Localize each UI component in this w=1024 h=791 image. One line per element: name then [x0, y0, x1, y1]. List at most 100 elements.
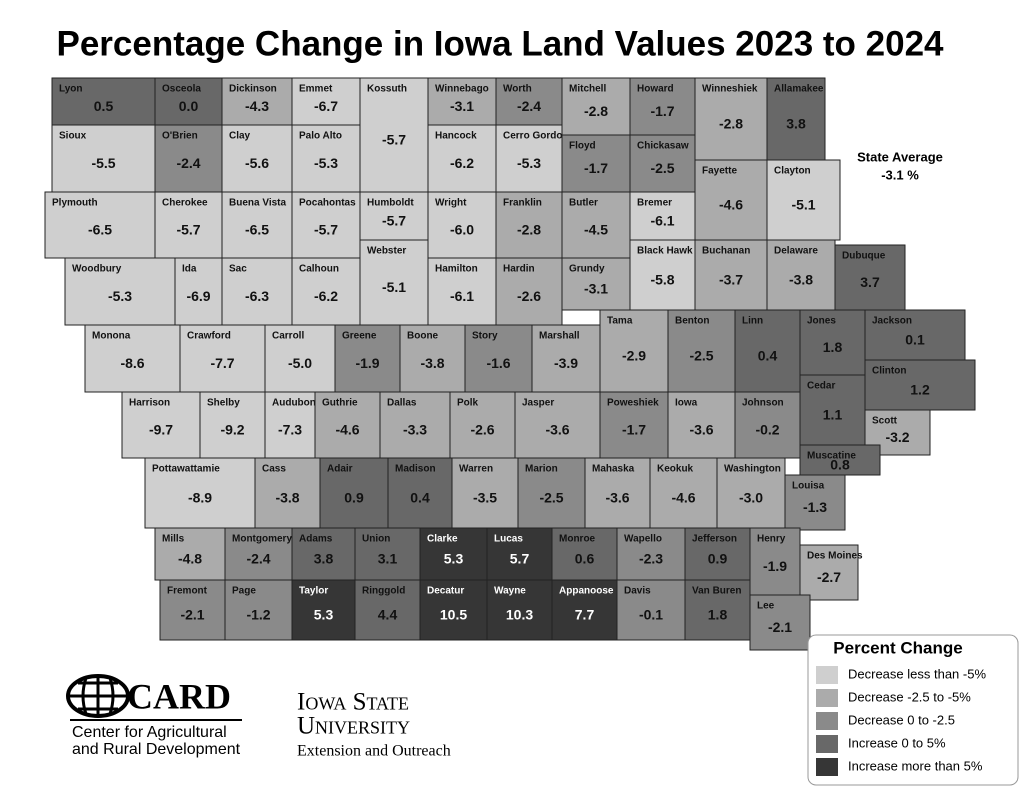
county-name: Palo Alto [299, 131, 342, 142]
county-shape [517, 457, 586, 529]
county-value: -3.3 [403, 422, 427, 438]
county-value: 4.4 [378, 607, 398, 623]
county-value: 10.5 [440, 607, 467, 623]
county-shape [319, 457, 389, 529]
legend-label: Increase more than 5% [848, 758, 983, 773]
county-shape [464, 324, 533, 393]
county-value: -5.7 [382, 213, 406, 229]
county-shape [734, 391, 801, 459]
county-shape [629, 191, 696, 241]
county-value: 1.1 [823, 407, 843, 423]
county-value: -3.8 [789, 272, 813, 288]
county-shape [784, 474, 846, 531]
county-name: Tama [607, 316, 633, 327]
county-name: Madison [395, 464, 436, 475]
county-value: -6.1 [450, 288, 474, 304]
county-shape [531, 324, 601, 393]
county-value: -3.0 [739, 490, 763, 506]
county-value: -1.9 [355, 355, 379, 371]
card-logo: CARD Center for Agricultural and Rural D… [66, 674, 242, 758]
county-value: -3.7 [719, 272, 743, 288]
county-value: -1.7 [650, 103, 674, 119]
county-shape [451, 457, 519, 529]
county-name: Jackson [872, 316, 912, 327]
county-shape [716, 457, 786, 529]
county-name: Plymouth [52, 198, 98, 209]
isu-line: Iowa State [297, 689, 409, 716]
county-name: Webster [367, 246, 406, 257]
county-name: Hancock [435, 131, 477, 142]
county-shape [561, 134, 631, 193]
county-name: Greene [342, 331, 377, 342]
county-name: Union [362, 534, 390, 545]
county-name: Appanoose [559, 586, 614, 597]
county-name: O'Brien [162, 131, 198, 142]
legend-swatch [816, 666, 838, 684]
county-shape [174, 257, 223, 326]
county-value: -2.1 [180, 607, 204, 623]
county-value: -6.5 [245, 222, 269, 238]
county-value: 0.9 [708, 551, 728, 567]
county-value: 1.8 [708, 607, 728, 623]
county-value: 0.0 [179, 98, 199, 114]
county-shape [427, 77, 497, 126]
county-name: Emmet [299, 84, 333, 95]
county-value: -2.6 [517, 288, 541, 304]
county-value: -2.1 [768, 619, 792, 635]
county-value: -4.6 [719, 197, 743, 213]
legend-label: Decrease 0 to -2.5 [848, 712, 955, 727]
county-value: 0.8 [830, 457, 850, 473]
county-name: Ida [182, 264, 197, 275]
county-name: Dallas [387, 398, 417, 409]
legend-swatch [816, 735, 838, 753]
county-name: Butler [569, 198, 598, 209]
county-shape [649, 457, 718, 529]
county-value: -5.3 [517, 155, 541, 171]
county-shape [864, 359, 976, 411]
county-value: 5.3 [444, 551, 464, 567]
county-shape [495, 257, 563, 326]
globe-lines [68, 676, 128, 716]
county-name: Marion [525, 464, 558, 475]
county-value: 3.7 [860, 274, 880, 290]
county-name: Pottawattamie [152, 464, 220, 475]
county-name: Kossuth [367, 84, 407, 95]
county-name: Cass [262, 464, 286, 475]
county-name: Winnebago [435, 84, 489, 95]
county-value: -8.6 [120, 355, 144, 371]
county-name: Decatur [427, 586, 464, 597]
county-shape [561, 77, 631, 136]
county-value: 3.8 [314, 551, 334, 567]
county-value: -3.6 [545, 422, 569, 438]
county-value: -4.8 [178, 551, 202, 567]
county-shape [694, 159, 768, 241]
county-shape [154, 191, 223, 259]
county-name: Van Buren [692, 586, 741, 597]
legend: Decrease less than -5% Decrease -2.5 to -… [816, 666, 986, 776]
county-name: Delaware [774, 246, 818, 257]
county-shape [799, 309, 866, 376]
county-name: Calhoun [299, 264, 339, 275]
county-name: Jefferson [692, 534, 737, 545]
county-shape [834, 244, 906, 311]
county-shape [419, 579, 488, 641]
county-name: Poweshiek [607, 398, 659, 409]
county-name: Montgomery [232, 534, 292, 545]
county-name: Wright [435, 198, 467, 209]
county-value: -6.1 [650, 213, 674, 229]
county-value: 7.7 [575, 607, 595, 623]
legend-swatch [816, 689, 838, 707]
county-value: 5.3 [314, 607, 334, 623]
county-shape [291, 527, 356, 581]
county-shape [359, 77, 429, 193]
county-name: Fayette [702, 166, 737, 177]
county-name: Adams [299, 534, 333, 545]
county-name: Story [472, 331, 498, 342]
county-name: Bremer [637, 198, 672, 209]
county-shape [694, 239, 768, 311]
county-value: -5.8 [650, 272, 674, 288]
county-shape [334, 324, 401, 393]
county-value: -8.9 [188, 490, 212, 506]
county-name: Clayton [774, 166, 811, 177]
